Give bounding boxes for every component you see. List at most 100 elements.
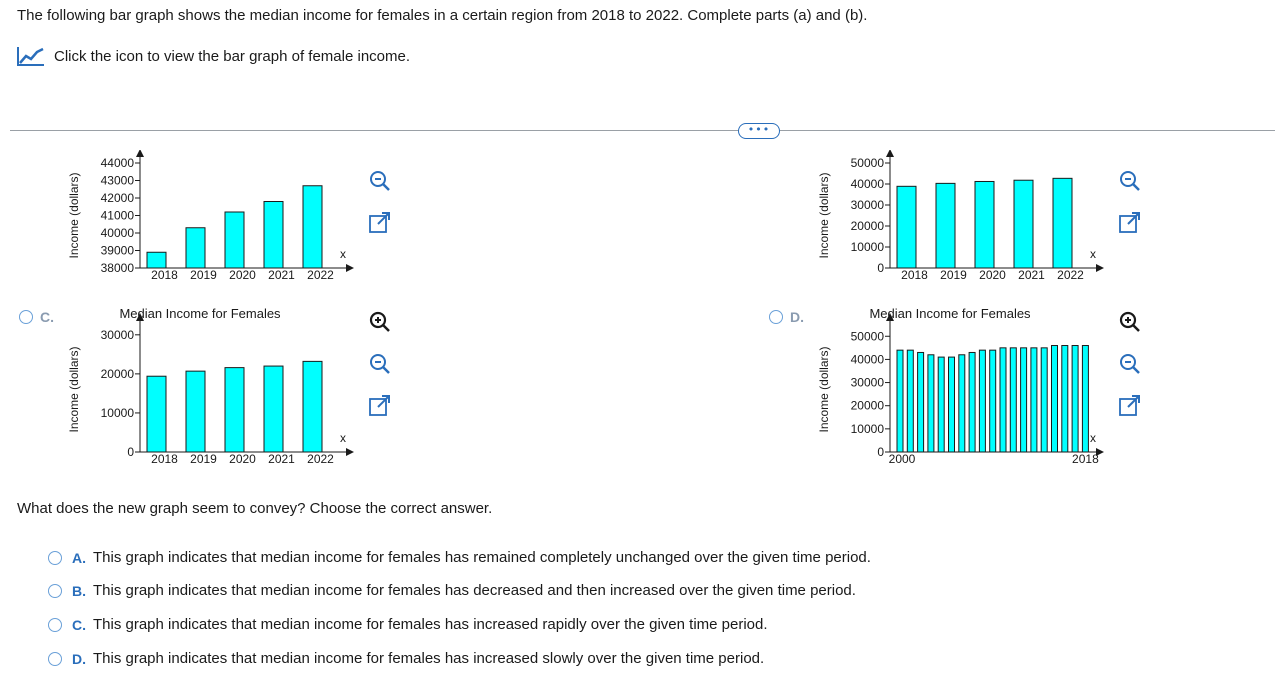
y-tick-label: 43000 (101, 174, 135, 188)
bar-2009 (989, 349, 997, 453)
y-axis-label: Income (dollars) (67, 172, 81, 258)
x-axis-arrow (1096, 264, 1104, 272)
x-axis-arrow (346, 264, 354, 272)
x-axis-label: x (340, 247, 346, 261)
expand-icon[interactable] (367, 393, 393, 419)
bar-2008 (978, 349, 986, 453)
y-tick-label: 10000 (101, 406, 135, 420)
zoom-out-icon[interactable] (367, 168, 393, 194)
answer-option-b[interactable]: B. This graph indicates that median inco… (48, 582, 856, 599)
bar-2011 (1009, 347, 1017, 453)
answer-c-text[interactable]: This graph indicates that median income … (93, 616, 768, 633)
expand-icon[interactable] (1117, 210, 1143, 236)
answer-option-c[interactable]: C. This graph indicates that median inco… (48, 616, 768, 633)
y-axis-arrow (886, 313, 894, 321)
x-axis-arrow (1096, 448, 1104, 456)
line-chart-icon[interactable] (17, 46, 45, 66)
y-tick-label: 0 (127, 445, 134, 459)
graph-link-text[interactable]: Click the icon to view the bar graph of … (54, 47, 411, 65)
y-tick-label: 30000 (851, 376, 885, 390)
bar-2001 (906, 349, 914, 453)
chart-top-right: Income (dollars) x 0 10000 20000 30000 40000 50… (817, 150, 1104, 282)
x-tick-label: 2019 (940, 268, 967, 282)
y-tick-label: 50000 (851, 156, 885, 170)
bar-2022 (302, 360, 323, 453)
bar-2002 (917, 351, 925, 453)
zoom-out-icon[interactable] (1117, 168, 1143, 194)
zoom-out-icon[interactable] (367, 351, 393, 377)
bar-2021 (263, 365, 284, 453)
x-axis-arrow (346, 448, 354, 456)
answer-option-a[interactable]: A. This graph indicates that median inco… (48, 549, 871, 566)
x-tick-label: 2020 (229, 452, 256, 466)
answer-b-text[interactable]: This graph indicates that median income … (93, 582, 856, 599)
bar-2019 (185, 370, 206, 453)
intro-text: The following bar graph shows the median… (17, 7, 868, 24)
more-button[interactable]: ••• (738, 123, 780, 139)
zoom-out-icon[interactable] (1117, 351, 1143, 377)
answer-d-text[interactable]: This graph indicates that median income … (93, 650, 765, 667)
y-tick-label: 30000 (851, 198, 885, 212)
bar-2012 (1020, 347, 1028, 453)
y-tick-label: 44000 (101, 156, 135, 170)
bar-2000 (896, 349, 904, 453)
answer-option-d[interactable]: D. This graph indicates that median inco… (48, 650, 764, 667)
x-axis-label: x (1090, 247, 1096, 261)
y-axis-arrow (136, 313, 144, 321)
bar-2007 (968, 351, 976, 453)
x-tick-label: 2022 (1057, 268, 1084, 282)
y-tick-label: 10000 (851, 422, 885, 436)
answer-b-radio[interactable] (48, 583, 62, 598)
answer-a-letter: A. (72, 549, 86, 566)
option-c-radio[interactable] (19, 310, 33, 324)
bar-2018 (146, 375, 167, 453)
y-tick-label: 41000 (101, 209, 135, 223)
chart-option-c: Median Income for Females Income (dollars… (67, 306, 354, 466)
y-tick-label: 0 (877, 261, 884, 275)
bar-2020 (224, 367, 245, 453)
x-tick-label: 2018 (151, 268, 178, 282)
y-tick-label: 20000 (101, 367, 135, 381)
x-tick-label: 2018 (151, 452, 178, 466)
y-tick-label: 42000 (101, 191, 135, 205)
chart-title: Median Income for Females (869, 306, 1031, 321)
option-c-label: C. (40, 309, 54, 325)
answer-c-letter: C. (72, 616, 86, 633)
expand-icon[interactable] (367, 210, 393, 236)
x-axis-label: x (340, 431, 346, 445)
option-d-radio[interactable] (769, 310, 783, 324)
x-tick-label: 2020 (229, 268, 256, 282)
answer-a-text[interactable]: This graph indicates that median income … (93, 549, 871, 566)
x-tick-label: 2022 (307, 268, 334, 282)
bar-2020 (974, 180, 995, 269)
bar-2021 (263, 201, 284, 269)
answer-a-radio[interactable] (48, 550, 62, 565)
chart-title: Median Income for Females (119, 306, 281, 321)
answer-c-radio[interactable] (48, 617, 62, 632)
bar-2017 (1071, 345, 1079, 453)
y-axis-arrow (136, 150, 144, 157)
graph-link[interactable]: Click the icon to view the bar graph of … (17, 46, 410, 66)
zoom-in-icon[interactable] (1117, 309, 1143, 335)
answer-d-radio[interactable] (48, 651, 62, 666)
bar-2013 (1030, 347, 1038, 453)
x-tick-label: 2021 (1018, 268, 1045, 282)
bar-2016 (1061, 345, 1069, 453)
question-text: What does the new graph seem to convey? … (17, 500, 493, 517)
zoom-in-icon[interactable] (367, 309, 393, 335)
bar-2022 (1052, 177, 1073, 269)
bar-2004 (937, 356, 945, 453)
option-d-label: D. (790, 309, 804, 325)
bar-2020 (224, 211, 245, 269)
bar-2019 (935, 182, 956, 269)
x-tick-label: 2019 (190, 452, 217, 466)
y-tick-label: 30000 (101, 328, 135, 342)
bar-2003 (927, 354, 935, 453)
bar-2021 (1013, 179, 1034, 269)
y-tick-label: 20000 (851, 219, 885, 233)
y-tick-label: 40000 (101, 226, 135, 240)
expand-icon[interactable] (1117, 393, 1143, 419)
y-tick-label: 40000 (851, 177, 885, 191)
bar-2018 (896, 185, 917, 269)
bar-2015 (1051, 345, 1058, 453)
